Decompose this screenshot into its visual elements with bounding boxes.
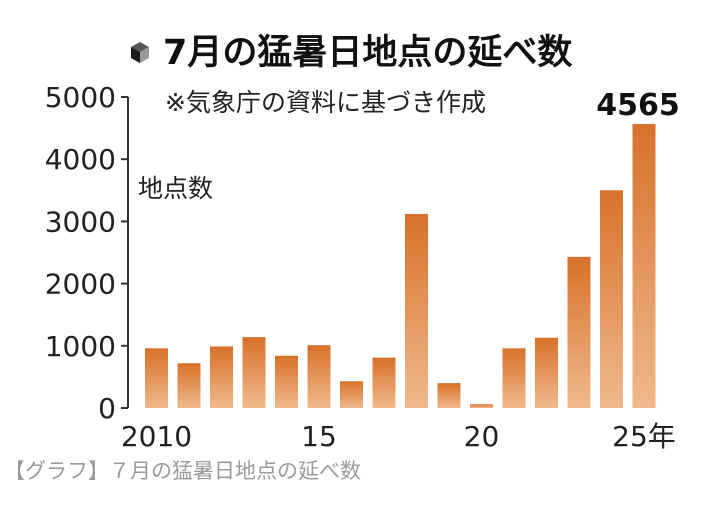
y-tick-label: 0 (98, 392, 116, 425)
chart-note: ※気象庁の資料に基づき作成 (165, 88, 486, 117)
bar-2020 (470, 404, 493, 408)
bar-2014 (275, 355, 298, 408)
bar-2018 (405, 213, 428, 408)
bar-2019 (437, 383, 461, 408)
bar-2021 (502, 348, 526, 408)
bar-2022 (535, 337, 558, 408)
y-axis-label: 地点数 (138, 174, 213, 203)
x-axis-ticks: 2010 15 20 25年 (121, 420, 676, 450)
chart-title: 7月の猛暑日地点の延べ数 (163, 33, 572, 73)
bar-2015 (307, 345, 331, 408)
bar-value-label: 4565 (596, 88, 680, 123)
bar-2024 (600, 190, 623, 408)
x-tick-label: 20 (464, 420, 500, 450)
x-tick-label: 25年 (612, 420, 676, 450)
bar-2011 (177, 363, 201, 408)
bar-2017 (372, 357, 396, 408)
x-tick-label: 15 (301, 420, 337, 450)
figure-caption: 【グラフ】７月の猛暑日地点の延べ数 (4, 459, 361, 483)
value-labels-group: 4565 (596, 88, 680, 123)
x-tick-label: 2010 (121, 420, 192, 450)
y-tick-label: 4000 (45, 143, 116, 176)
cube-icon (131, 42, 149, 63)
y-tick-label: 3000 (45, 205, 116, 238)
bar-2025 (632, 124, 656, 408)
y-axis-ticks: 0 1000 2000 3000 4000 5000 (45, 81, 128, 425)
bar-2016 (340, 381, 363, 408)
bar-2013 (242, 337, 266, 408)
y-tick-label: 2000 (45, 268, 116, 301)
bar-2010 (145, 348, 168, 408)
y-tick-label: 1000 (45, 330, 116, 363)
bar-chart: 7月の猛暑日地点の延べ数 ※気象庁の資料に基づき作成 地点数 0 1000 2000… (45, 33, 680, 450)
y-tick-label: 5000 (45, 81, 116, 114)
bars-group (145, 124, 656, 408)
bar-2023 (567, 256, 591, 408)
bar-2012 (210, 346, 233, 408)
